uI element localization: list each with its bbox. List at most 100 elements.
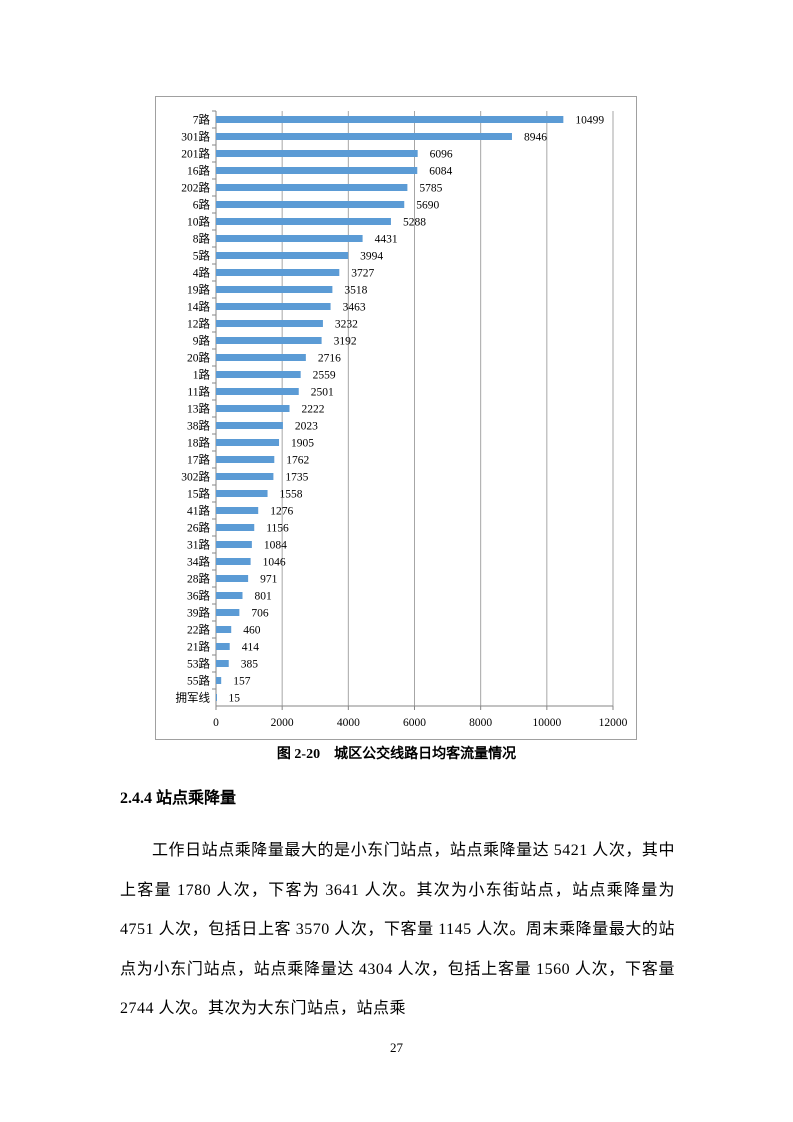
category-label: 202路 (181, 181, 210, 195)
category-label: 13路 (187, 402, 211, 416)
category-label: 18路 (187, 436, 211, 450)
category-label: 31路 (187, 538, 211, 552)
category-label: 21路 (187, 640, 211, 654)
data-label: 1735 (285, 472, 308, 484)
category-label: 11路 (187, 385, 210, 399)
data-label: 10499 (575, 115, 604, 127)
bar (216, 507, 259, 514)
x-tick-label: 10000 (532, 717, 561, 729)
category-label: 7路 (193, 113, 211, 127)
data-label: 2023 (295, 421, 318, 433)
data-label: 801 (254, 591, 272, 603)
bar (216, 337, 322, 344)
bar (216, 422, 283, 429)
category-label: 55路 (187, 674, 211, 688)
data-label: 1762 (286, 455, 309, 467)
bar (216, 643, 230, 650)
bar (216, 626, 232, 633)
data-label: 2716 (318, 353, 341, 365)
data-label: 6084 (429, 166, 452, 178)
page-number: 27 (390, 1040, 403, 1055)
section-heading: 2.4.4 站点乘降量 (120, 790, 237, 807)
data-label: 5288 (403, 217, 426, 229)
bar (216, 269, 340, 276)
data-label: 1905 (291, 438, 314, 450)
category-label: 36路 (187, 589, 211, 603)
bar (216, 592, 243, 599)
bar (216, 575, 249, 582)
chart-frame: 0 2000 4000 6000 8000 10000 12000 7路 10499 301路 89… (155, 96, 637, 740)
category-label: 12路 (187, 317, 211, 331)
data-label: 2222 (302, 404, 325, 416)
bar (216, 286, 333, 293)
x-tick-label: 12000 (599, 717, 628, 729)
category-label: 41路 (187, 504, 211, 518)
bar (216, 201, 405, 208)
x-tick-label: 4000 (337, 717, 360, 729)
bar (216, 252, 349, 259)
data-label: 971 (260, 574, 278, 586)
data-label: 2501 (311, 387, 334, 399)
category-label: 34路 (187, 555, 211, 569)
category-label: 39路 (187, 606, 211, 620)
category-label: 22路 (187, 623, 211, 637)
category-label: 53路 (187, 657, 211, 671)
data-label: 157 (233, 676, 251, 688)
bar (216, 456, 275, 463)
data-label: 3192 (334, 336, 357, 348)
category-label: 拥军线 (176, 691, 211, 705)
category-label: 302路 (181, 470, 210, 484)
category-label: 5路 (193, 249, 211, 263)
bar (216, 116, 564, 123)
category-label: 16路 (187, 164, 211, 178)
bar (216, 558, 251, 565)
data-label: 385 (241, 659, 259, 671)
bar (216, 609, 240, 616)
category-label: 201路 (181, 147, 210, 161)
bar (216, 541, 252, 548)
data-label: 3463 (343, 302, 366, 314)
data-label: 1558 (280, 489, 303, 501)
category-label: 9路 (193, 334, 211, 348)
data-label: 414 (242, 642, 260, 654)
category-label: 20路 (187, 351, 211, 365)
data-label: 15 (228, 693, 240, 705)
category-label: 26路 (187, 521, 211, 535)
data-label: 1084 (264, 540, 287, 552)
bar (216, 303, 331, 310)
bar (216, 388, 299, 395)
data-label: 3518 (344, 285, 367, 297)
data-label: 1046 (263, 557, 286, 569)
data-label: 460 (243, 625, 261, 637)
category-label: 15路 (187, 487, 211, 501)
category-label: 8路 (193, 232, 211, 246)
body-paragraph: 工作日站点乘降量最大的是小东门站点，站点乘降量达 5421 人次，其中上客量 1… (120, 842, 675, 1017)
bar (216, 133, 512, 140)
bar (216, 184, 408, 191)
category-label: 14路 (187, 300, 211, 314)
data-label: 3232 (335, 319, 358, 331)
bar (216, 405, 290, 412)
data-label: 8946 (524, 132, 547, 144)
data-label: 2559 (313, 370, 336, 382)
category-label: 38路 (187, 419, 211, 433)
x-tick-label: 0 (213, 717, 219, 729)
bar (216, 320, 323, 327)
bar (216, 354, 306, 361)
data-label: 706 (251, 608, 269, 620)
bar (216, 660, 229, 667)
bar (216, 218, 391, 225)
category-label: 19路 (187, 283, 211, 297)
x-tick-label: 8000 (469, 717, 492, 729)
category-label: 4路 (193, 266, 211, 280)
data-label: 4431 (375, 234, 398, 246)
bar (216, 150, 418, 157)
bar (216, 490, 268, 497)
data-label: 1276 (270, 506, 293, 518)
category-label: 28路 (187, 572, 211, 586)
bar (216, 235, 363, 242)
bar-chart: 0 2000 4000 6000 8000 10000 12000 7路 10499 301路 89… (176, 110, 628, 729)
bar (216, 694, 217, 701)
x-tick-label: 2000 (271, 717, 294, 729)
figure-caption: 图 2-20 城区公交线路日均客流量情况 (276, 747, 517, 762)
